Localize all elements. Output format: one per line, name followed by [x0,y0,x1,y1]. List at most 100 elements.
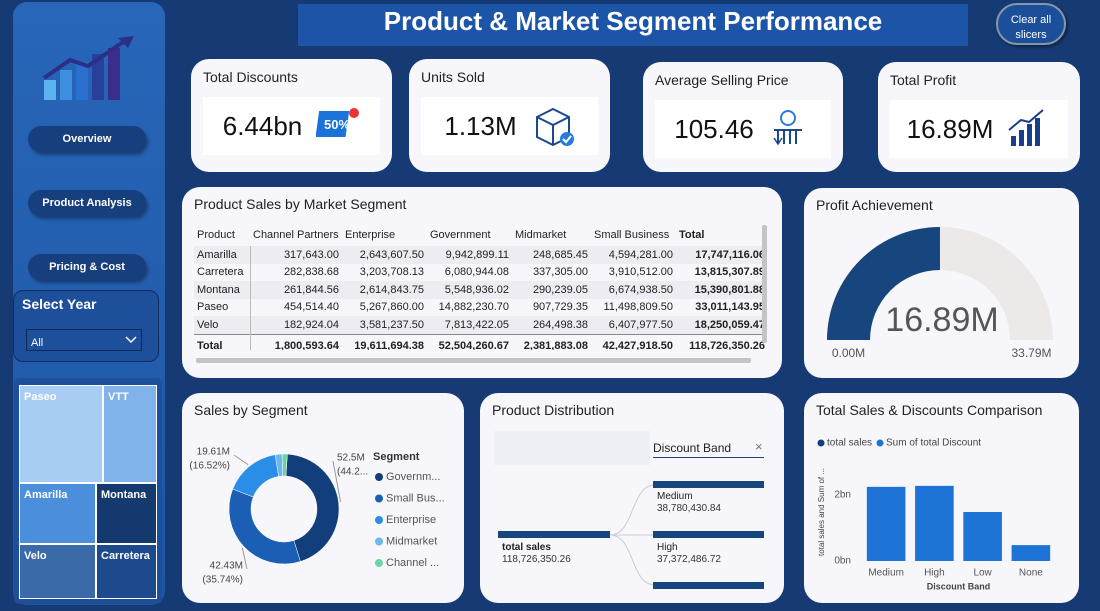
kpi-icon: 50% [316,108,360,137]
legend-marker [375,516,383,524]
legend-marker [375,494,383,503]
scrollbar [762,225,767,343]
nav-button[interactable]: Pricing & Cost [28,254,146,280]
leader-line [241,547,248,570]
table-cell: Midmarket [515,229,567,241]
page-title: Product & Market Segment Performance [298,4,968,46]
tree-node-value: 37,372,486.72 [657,554,721,565]
sales-table: Product Channel Partners Enterprise Governm… [194,224,765,350]
kpi-title: Units Sold [421,69,485,85]
kpi-value: 6.44bn [222,110,303,141]
year-filter: Select Year All [13,290,159,362]
table-cell: 6,080,944.08 [444,266,509,279]
table-cell: 9,942,899.11 [427,246,512,264]
kpi-body: 16.89M [890,100,1068,158]
table-viewport: Product Channel Partners Enterprise Governm… [194,224,765,350]
button-text: slicers [1015,29,1047,41]
svg-text:50%: 50% [324,117,350,132]
card-title: Sales by Segment [194,402,308,418]
donut-slice [232,454,279,498]
donut-slice [285,453,340,562]
table-cell: 337,305.00 [532,266,588,279]
table-cell: 52,504,260.67 [427,333,512,350]
data-label: (44.2... [337,467,368,478]
table-cell: Total [194,333,251,350]
table-cell: 248,685.45 [512,246,591,264]
bar [866,486,906,561]
y-tick-label: 0bn [834,556,851,567]
x-tick-label: High [924,568,945,579]
table-row: Total 1,800,593.64 19,611,694.38 52,504,260… [194,333,765,350]
tree-node-label: total sales [502,542,551,553]
kpi-value: 105.46 [674,113,754,144]
treemap-cell: Carretera [96,544,157,599]
kpi-icon [535,107,574,147]
table-cell: 17,747,116.06 [676,246,765,264]
table-cell: Carretera [194,263,251,281]
legend-marker [375,559,383,567]
treemap-label: Carretera [101,550,150,562]
table-cell: 454,514.40 [283,301,339,314]
table-cell: Small Business [594,229,670,241]
legend-label: Small Bus... [386,492,445,504]
kpi-card: Units Sold 1.13M [409,59,610,172]
table-cell: 2,614,843.75 [342,281,427,299]
table-cell: 261,844.56 [250,281,342,299]
table-row: Montana 261,844.56 2,614,843.75 5,548,936.0… [194,281,765,299]
table-cell: 4,594,281.00 [591,246,676,264]
table-cell: Montana [194,281,251,299]
tree-node-label: High [657,542,678,553]
table-cell: 14,882,230.70 [438,301,509,314]
table-cell: 317,643.00 [250,246,342,264]
legend-marker [375,537,383,546]
table-cell: 282,838.68 [283,266,339,279]
data-label: (35.74%) [202,575,243,586]
gauge-label: 16.89M [885,301,998,339]
bar [963,512,1002,561]
data-label: 19.61M [197,447,230,458]
nav-button[interactable]: Overview [28,126,146,152]
legend-marker [817,439,825,447]
kpi-body: 1.13M [421,97,598,155]
table-cell: Amarilla [194,246,251,264]
nav-button[interactable]: Product Analysis [28,190,146,216]
table-cell: 2,643,607.50 [342,246,427,264]
x-axis-label: Discount Band [927,581,991,591]
legend-label: Channel ... [386,557,439,569]
logo [42,36,134,100]
table-cell: 290,239.05 [512,281,591,299]
kpi-icon [773,110,802,146]
table-cell: 264,498.38 [512,316,591,334]
close-icon[interactable]: × [755,439,763,454]
legend-title: Segment [373,451,420,463]
treemap-cell: Paseo [19,385,103,483]
table-cell: Government [430,229,491,241]
kpi-value: 1.13M [444,110,517,141]
table-cell: 182,924.04 [250,316,342,334]
table-cell: 7,813,422.05 [427,316,512,334]
table-cell: 18,250,059.47 [676,316,765,334]
year-dropdown[interactable]: All [26,329,142,351]
tree-level-title: Discount Band [653,441,732,455]
table-cell: 5,548,936.02 [427,281,512,299]
gauge-tick-label: 0.00M [832,346,865,360]
kpi-card: Total Discounts 6.44bn 50% [191,59,392,172]
table-cell: Enterprise [345,229,396,241]
kpi-body: 105.46 [655,100,831,158]
table-cell: 2,381,883.08 [512,333,591,350]
tree-bar [653,582,764,589]
table-cell: 1,800,593.64 [250,333,342,350]
leader-line [233,454,249,466]
tree-bar [653,531,764,538]
treemap-label: Paseo [24,391,57,403]
legend-label: Midmarket [386,535,437,547]
clear-slicers-button[interactable]: Clear all slicers [996,3,1066,45]
treemap-cell: Velo [19,544,96,599]
donut-slice [228,488,301,565]
bar [915,485,954,561]
treemap-cell: Montana [96,483,157,544]
table-cell: 42,427,918.50 [591,333,676,350]
table-row: Carretera 282,838.68 3,203,708.13 6,080,944… [194,263,765,281]
kpi-body: 6.44bn 50% [203,97,380,155]
table-cell: 3,203,708.13 [359,266,424,279]
